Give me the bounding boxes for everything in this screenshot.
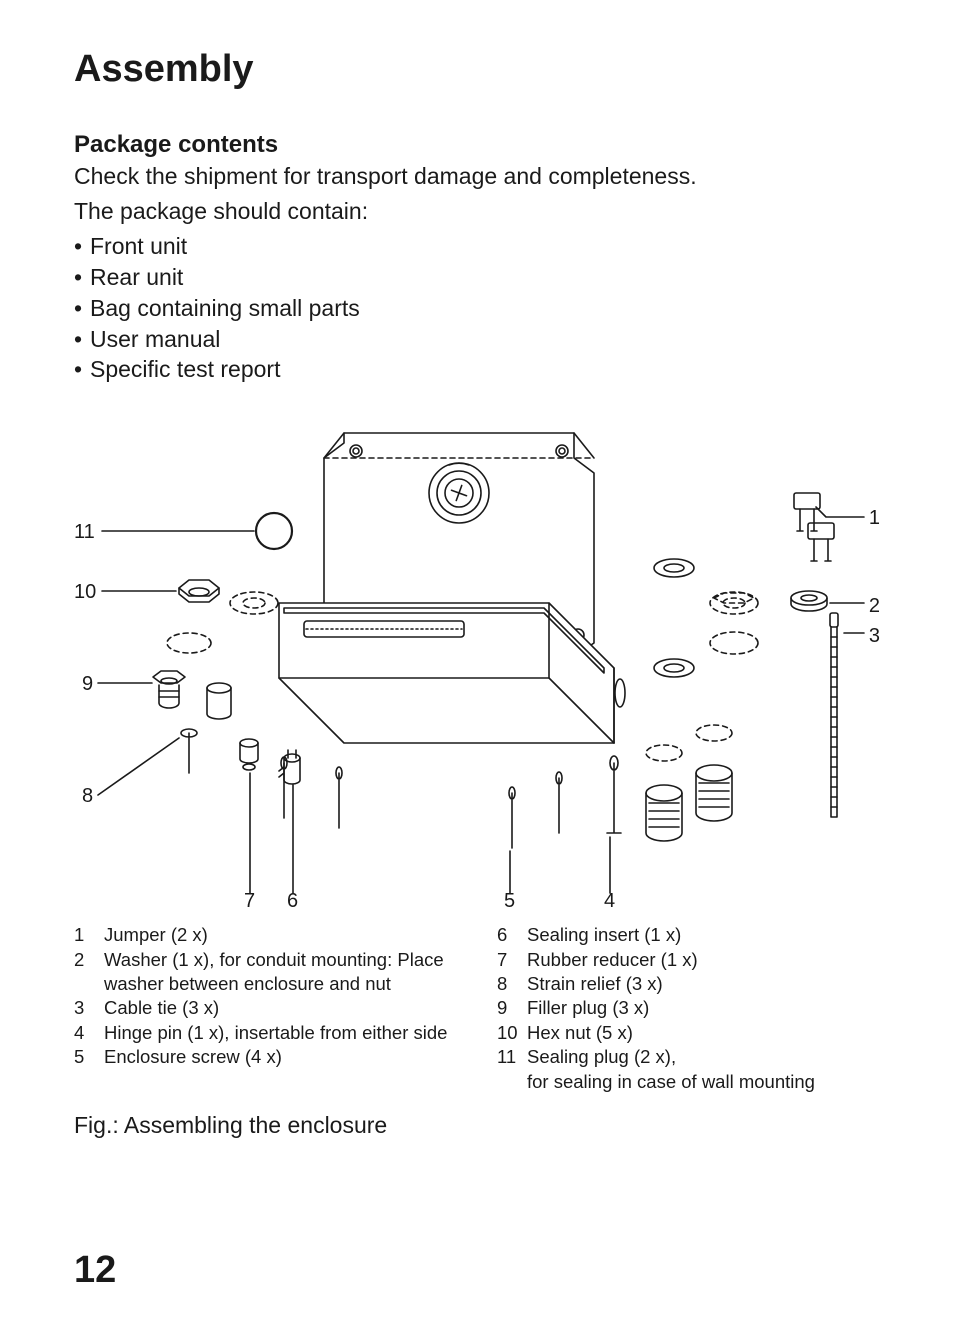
legend: 1Jumper (2 x) 2Washer (1 x), for conduit… [74, 923, 880, 1094]
bullet-dot: • [74, 231, 90, 262]
figure-caption: Fig.: Assembling the enclosure [74, 1112, 880, 1139]
bullet-text: Front unit [90, 231, 187, 262]
legend-item: 10Hex nut (5 x) [497, 1021, 880, 1045]
bullet-list: •Front unit •Rear unit •Bag containing s… [74, 231, 880, 385]
callout-label: 9 [82, 673, 93, 696]
legend-item: 3Cable tie (3 x) [74, 996, 457, 1020]
legend-text: Rubber reducer (1 x) [527, 948, 880, 972]
legend-text: Cable tie (3 x) [104, 996, 457, 1020]
legend-text: Hinge pin (1 x), insertable from either … [104, 1021, 457, 1045]
bullet-text: Specific test report [90, 354, 280, 385]
callout-label: 11 [74, 521, 95, 544]
callout-label: 7 [244, 890, 255, 913]
legend-item: 8Strain relief (3 x) [497, 972, 880, 996]
bullet-dot: • [74, 354, 90, 385]
legend-col-right: 6Sealing insert (1 x) 7Rubber reducer (1… [497, 923, 880, 1094]
legend-item: 6Sealing insert (1 x) [497, 923, 880, 947]
assembly-diagram: 11 10 9 8 1 2 3 7 6 5 4 [74, 403, 880, 913]
legend-num: 8 [497, 972, 527, 996]
diagram-svg [74, 403, 880, 913]
bullet-item: •Front unit [74, 231, 880, 262]
legend-num: 5 [74, 1045, 104, 1069]
callout-label: 5 [504, 890, 515, 913]
callout-label: 2 [869, 595, 880, 618]
legend-num: 6 [497, 923, 527, 947]
legend-item: 1Jumper (2 x) [74, 923, 457, 947]
legend-item: 4Hinge pin (1 x), insertable from either… [74, 1021, 457, 1045]
legend-item: 2Washer (1 x), for conduit mounting: Pla… [74, 948, 457, 997]
section-subhead: Package contents [74, 131, 880, 159]
callout-label: 3 [869, 625, 880, 648]
legend-num: 9 [497, 996, 527, 1020]
legend-text: Jumper (2 x) [104, 923, 457, 947]
bullet-item: •Specific test report [74, 354, 880, 385]
legend-item: 9Filler plug (3 x) [497, 996, 880, 1020]
legend-text: Filler plug (3 x) [527, 996, 880, 1020]
legend-num: 1 [74, 923, 104, 947]
legend-text: Enclosure screw (4 x) [104, 1045, 457, 1069]
legend-num: 7 [497, 948, 527, 972]
legend-num: 11 [497, 1045, 527, 1094]
page-title: Assembly [74, 48, 880, 91]
legend-num: 3 [74, 996, 104, 1020]
legend-text: Sealing plug (2 x), for sealing in case … [527, 1045, 880, 1094]
legend-num: 10 [497, 1021, 527, 1045]
manual-page: Assembly Package contents Check the ship… [0, 0, 954, 1336]
legend-num: 4 [74, 1021, 104, 1045]
callout-label: 1 [869, 507, 880, 530]
bullet-dot: • [74, 262, 90, 293]
bullet-item: •Rear unit [74, 262, 880, 293]
page-number: 12 [74, 1249, 116, 1292]
legend-text: Hex nut (5 x) [527, 1021, 880, 1045]
legend-item: 7Rubber reducer (1 x) [497, 948, 880, 972]
legend-text: Sealing insert (1 x) [527, 923, 880, 947]
bullet-dot: • [74, 324, 90, 355]
bullet-dot: • [74, 293, 90, 324]
bullet-text: Bag containing small parts [90, 293, 360, 324]
bullet-item: •User manual [74, 324, 880, 355]
legend-item: 5Enclosure screw (4 x) [74, 1045, 457, 1069]
legend-text: Washer (1 x), for conduit mounting: Plac… [104, 948, 457, 997]
legend-item: 11Sealing plug (2 x), for sealing in cas… [497, 1045, 880, 1094]
legend-col-left: 1Jumper (2 x) 2Washer (1 x), for conduit… [74, 923, 457, 1094]
bullet-text: Rear unit [90, 262, 183, 293]
legend-num: 2 [74, 948, 104, 997]
callout-label: 4 [604, 890, 615, 913]
callout-label: 10 [74, 581, 96, 604]
callout-label: 8 [82, 785, 93, 808]
intro-line: Check the shipment for transport damage … [74, 161, 880, 192]
bullet-item: •Bag containing small parts [74, 293, 880, 324]
callout-label: 6 [287, 890, 298, 913]
intro-line: The package should contain: [74, 196, 880, 227]
legend-text: Strain relief (3 x) [527, 972, 880, 996]
bullet-text: User manual [90, 324, 220, 355]
